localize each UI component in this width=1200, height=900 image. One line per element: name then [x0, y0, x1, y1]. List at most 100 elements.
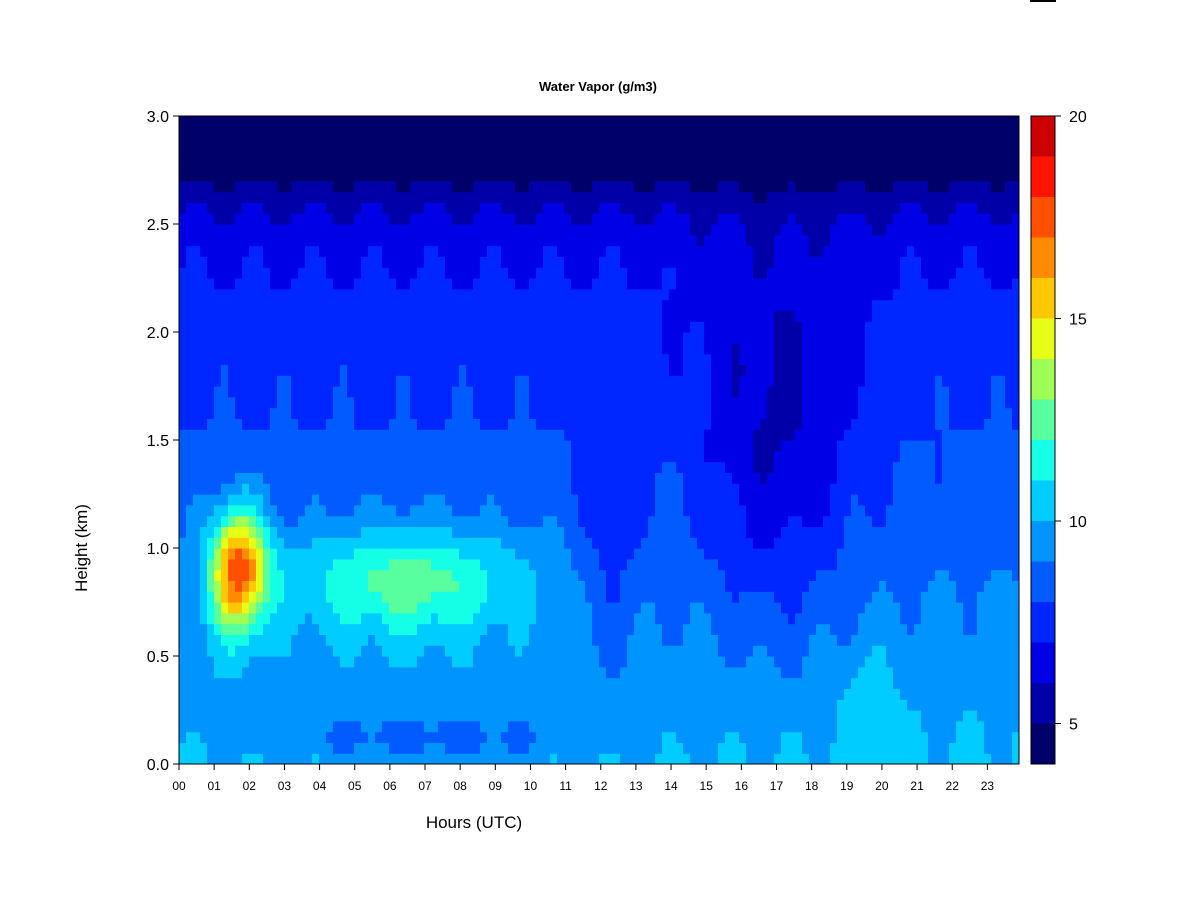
- heatmap-cell: [578, 450, 586, 463]
- heatmap-cell: [676, 537, 684, 549]
- heatmap-cell: [193, 450, 201, 463]
- heatmap-cell: [361, 137, 369, 149]
- heatmap-cell: [340, 450, 348, 463]
- heatmap-cell: [417, 191, 425, 203]
- heatmap-cell: [200, 234, 208, 247]
- heatmap-cell: [459, 526, 467, 538]
- heatmap-cell: [186, 429, 194, 441]
- heatmap-cell: [403, 137, 411, 149]
- heatmap-cell: [592, 602, 600, 614]
- heatmap-cell: [354, 548, 362, 560]
- heatmap-cell: [312, 731, 320, 743]
- heatmap-cell: [319, 278, 327, 290]
- heatmap-cell: [459, 245, 467, 257]
- heatmap-cell: [452, 450, 460, 463]
- heatmap-cell: [599, 634, 607, 646]
- heatmap-cell: [179, 623, 187, 635]
- heatmap-cell: [200, 375, 208, 387]
- heatmap-cell: [550, 580, 558, 592]
- heatmap-cell: [536, 299, 544, 311]
- heatmap-cell: [298, 504, 306, 517]
- heatmap-cell: [760, 634, 768, 646]
- heatmap-cell: [179, 234, 187, 247]
- heatmap-cell: [704, 515, 712, 527]
- heatmap-cell: [200, 342, 208, 355]
- heatmap-cell: [599, 612, 607, 625]
- heatmap-cell: [585, 656, 593, 668]
- heatmap-cell: [459, 634, 467, 646]
- heatmap-cell: [270, 612, 278, 625]
- heatmap-cell: [536, 720, 544, 733]
- heatmap-cell: [494, 234, 502, 247]
- heatmap-cell: [585, 666, 593, 679]
- heatmap-cell: [564, 677, 572, 689]
- heatmap-cell: [389, 353, 397, 365]
- heatmap-cell: [641, 396, 649, 409]
- heatmap-cell: [347, 353, 355, 365]
- heatmap-cell: [718, 656, 726, 668]
- heatmap-cell: [319, 666, 327, 679]
- heatmap-cell: [711, 666, 719, 679]
- heatmap-cell: [200, 126, 208, 139]
- heatmap-cell: [536, 656, 544, 668]
- heatmap-cell: [186, 213, 194, 225]
- heatmap-cell: [711, 224, 719, 236]
- heatmap-cell: [256, 288, 264, 301]
- heatmap-cell: [284, 299, 292, 311]
- heatmap-cell: [704, 666, 712, 679]
- heatmap-cell: [214, 245, 222, 257]
- heatmap-cell: [557, 666, 565, 679]
- heatmap-cell: [445, 245, 453, 257]
- heatmap-cell: [228, 450, 236, 463]
- heatmap-cell: [634, 234, 642, 247]
- heatmap-cell: [263, 224, 271, 236]
- heatmap-cell: [613, 137, 621, 149]
- heatmap-cell: [473, 429, 481, 441]
- heatmap-cell: [627, 353, 635, 365]
- heatmap-cell: [599, 429, 607, 441]
- heatmap-cell: [396, 666, 404, 679]
- heatmap-cell: [676, 645, 684, 657]
- heatmap-cell: [543, 515, 551, 527]
- heatmap-cell: [627, 116, 635, 128]
- heatmap-cell: [578, 677, 586, 689]
- heatmap-cell: [648, 731, 656, 743]
- heatmap-cell: [466, 310, 474, 322]
- heatmap-cell: [718, 623, 726, 635]
- heatmap-cell: [487, 180, 495, 193]
- heatmap-cell: [578, 440, 586, 452]
- heatmap-cell: [291, 461, 299, 473]
- heatmap-cell: [529, 483, 537, 495]
- heatmap-cell: [718, 375, 726, 387]
- heatmap-cell: [347, 213, 355, 225]
- heatmap-cell: [550, 321, 558, 333]
- heatmap-cell: [536, 267, 544, 279]
- heatmap-cell: [732, 612, 740, 625]
- heatmap-cell: [655, 742, 663, 754]
- heatmap-cell: [578, 731, 586, 743]
- heatmap-cell: [179, 299, 187, 311]
- heatmap-cell: [711, 429, 719, 441]
- heatmap-cell: [382, 126, 390, 139]
- heatmap-cell: [263, 504, 271, 517]
- heatmap-cell: [732, 180, 740, 193]
- heatmap-cell: [494, 504, 502, 517]
- heatmap-cell: [305, 688, 313, 700]
- heatmap-cell: [634, 332, 642, 344]
- heatmap-cell: [487, 450, 495, 463]
- heatmap-cell: [298, 612, 306, 625]
- heatmap-cell: [459, 202, 467, 214]
- heatmap-cell: [704, 170, 712, 182]
- heatmap-cell: [613, 677, 621, 689]
- heatmap-cell: [431, 504, 439, 517]
- heatmap-cell: [179, 440, 187, 452]
- heatmap-cell: [438, 720, 446, 733]
- heatmap-cell: [536, 386, 544, 398]
- heatmap-cell: [571, 288, 579, 301]
- heatmap-cell: [284, 148, 292, 160]
- heatmap-cell: [620, 623, 628, 635]
- heatmap-cell: [214, 666, 222, 679]
- heatmap-cell: [312, 180, 320, 193]
- heatmap-cell: [445, 591, 453, 603]
- heatmap-cell: [305, 591, 313, 603]
